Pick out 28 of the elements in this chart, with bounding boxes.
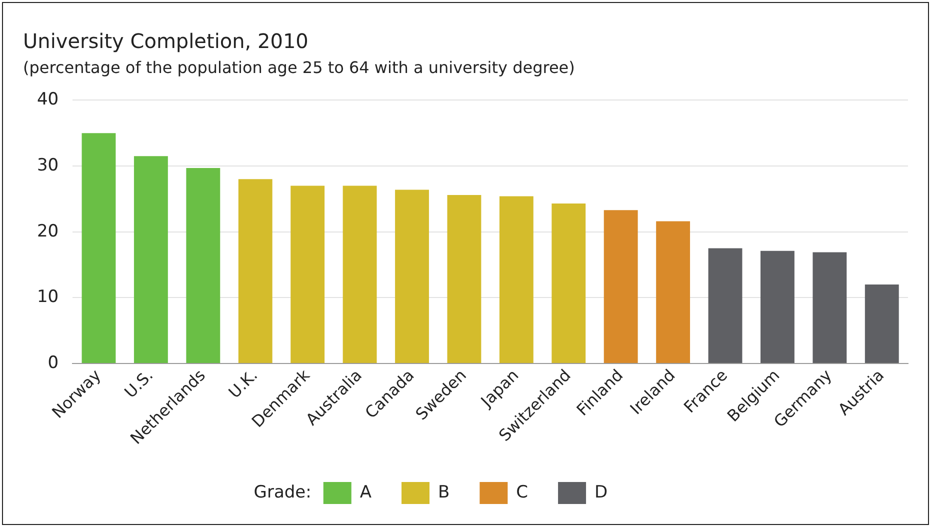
chart-title: University Completion, 2010 — [23, 29, 308, 54]
legend-label: C — [516, 482, 528, 502]
bar — [656, 221, 690, 363]
legend-title: Grade: — [254, 482, 312, 502]
bar — [499, 196, 534, 363]
bar — [864, 284, 899, 363]
y-tick-label: 10 — [36, 287, 59, 308]
bar — [134, 156, 168, 363]
bar — [552, 204, 586, 363]
bar — [290, 186, 325, 363]
bar — [447, 194, 482, 363]
bar — [186, 168, 220, 363]
bar — [812, 252, 847, 363]
bar — [708, 248, 742, 363]
chart-subtitle: (percentage of the population age 25 to 64 with a university degree) — [23, 58, 575, 77]
legend-label: B — [438, 482, 450, 502]
bar — [238, 179, 272, 363]
y-tick-label: 20 — [36, 221, 59, 242]
y-tick-label: 30 — [36, 155, 59, 176]
y-tick-label: 40 — [36, 90, 59, 110]
y-tick-label: 0 — [48, 352, 59, 373]
legend-label: D — [594, 482, 608, 502]
bar — [604, 210, 638, 363]
bar — [395, 190, 429, 363]
bar — [82, 133, 116, 363]
bar — [760, 250, 794, 363]
legend-label: A — [360, 482, 372, 502]
bar — [342, 186, 377, 363]
